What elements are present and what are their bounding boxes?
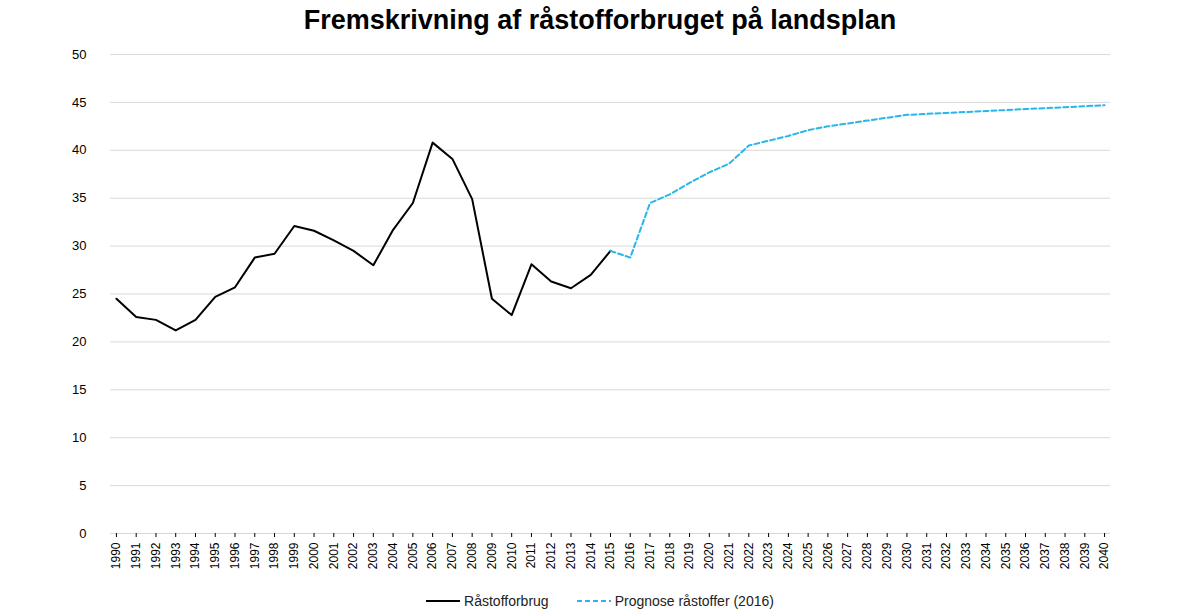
html-text:Prognose råstoffer (2016): Prognose råstoffer (2016) — [614, 593, 774, 609]
svg-text:2029: 2029 — [880, 542, 894, 569]
svg-text:2032: 2032 — [939, 542, 953, 569]
svg-text:2036: 2036 — [1018, 542, 1032, 569]
svg-text:10: 10 — [72, 430, 86, 445]
svg-text:2026: 2026 — [821, 542, 835, 569]
svg-text:2001: 2001 — [327, 542, 341, 569]
svg-text:2018: 2018 — [663, 542, 677, 569]
svg-text:2013: 2013 — [564, 542, 578, 569]
svg-text:2040: 2040 — [1097, 542, 1111, 569]
svg-text:1997: 1997 — [248, 542, 262, 569]
svg-text:2039: 2039 — [1078, 542, 1092, 569]
svg-text:2027: 2027 — [840, 542, 854, 569]
svg-text:0: 0 — [79, 526, 86, 541]
svg-text:2031: 2031 — [920, 542, 934, 569]
svg-text:2021: 2021 — [722, 542, 736, 569]
svg-text:30: 30 — [72, 238, 86, 253]
svg-text:2016: 2016 — [623, 542, 637, 569]
svg-text:2005: 2005 — [406, 542, 420, 569]
svg-text:2011: 2011 — [524, 542, 538, 568]
svg-text:1991: 1991 — [129, 542, 143, 569]
svg-text:2019: 2019 — [682, 542, 696, 569]
svg-text:45: 45 — [72, 95, 86, 110]
svg-text:2010: 2010 — [505, 542, 519, 569]
svg-text:15: 15 — [72, 382, 86, 397]
svg-text:2034: 2034 — [979, 542, 993, 569]
svg-text:2006: 2006 — [425, 542, 439, 569]
svg-text:1990: 1990 — [109, 542, 123, 569]
svg-text:1999: 1999 — [287, 542, 301, 569]
svg-text:2014: 2014 — [584, 542, 598, 569]
svg-text:1994: 1994 — [188, 542, 202, 569]
svg-text:2028: 2028 — [860, 542, 874, 569]
svg-text:2008: 2008 — [465, 542, 479, 569]
svg-text:2004: 2004 — [386, 542, 400, 569]
svg-text:2000: 2000 — [307, 542, 321, 569]
svg-text:2024: 2024 — [781, 542, 795, 569]
svg-text:2023: 2023 — [761, 542, 775, 569]
svg-text:2015: 2015 — [603, 542, 617, 569]
svg-text:20: 20 — [72, 334, 86, 349]
svg-text:2002: 2002 — [346, 542, 360, 569]
svg-text:40: 40 — [72, 142, 86, 157]
svg-text:25: 25 — [72, 286, 86, 301]
html-text:Råstofforbrug: Råstofforbrug — [464, 593, 549, 609]
svg-text:2020: 2020 — [702, 542, 716, 569]
svg-text:1998: 1998 — [267, 542, 281, 569]
svg-text:2009: 2009 — [485, 542, 499, 569]
svg-text:2007: 2007 — [445, 542, 459, 569]
svg-text:2017: 2017 — [643, 542, 657, 569]
svg-text:2033: 2033 — [959, 542, 973, 569]
svg-text:1996: 1996 — [228, 542, 242, 569]
svg-text:2025: 2025 — [801, 542, 815, 569]
svg-text:2035: 2035 — [999, 542, 1013, 569]
svg-text:35: 35 — [72, 190, 86, 205]
svg-text:1993: 1993 — [169, 542, 183, 569]
svg-text:2037: 2037 — [1038, 542, 1052, 569]
svg-text:1995: 1995 — [208, 542, 222, 569]
svg-text:2003: 2003 — [366, 542, 380, 569]
svg-text:1992: 1992 — [149, 542, 163, 569]
svg-text:2038: 2038 — [1058, 542, 1072, 569]
svg-text:2012: 2012 — [544, 542, 558, 569]
svg-text:2030: 2030 — [900, 542, 914, 569]
html-text:Fremskrivning af råstofforbrug: Fremskrivning af råstofforbruget på land… — [303, 5, 897, 35]
svg-text:50: 50 — [72, 47, 86, 62]
svg-text:2022: 2022 — [742, 542, 756, 569]
svg-text:5: 5 — [79, 478, 86, 493]
